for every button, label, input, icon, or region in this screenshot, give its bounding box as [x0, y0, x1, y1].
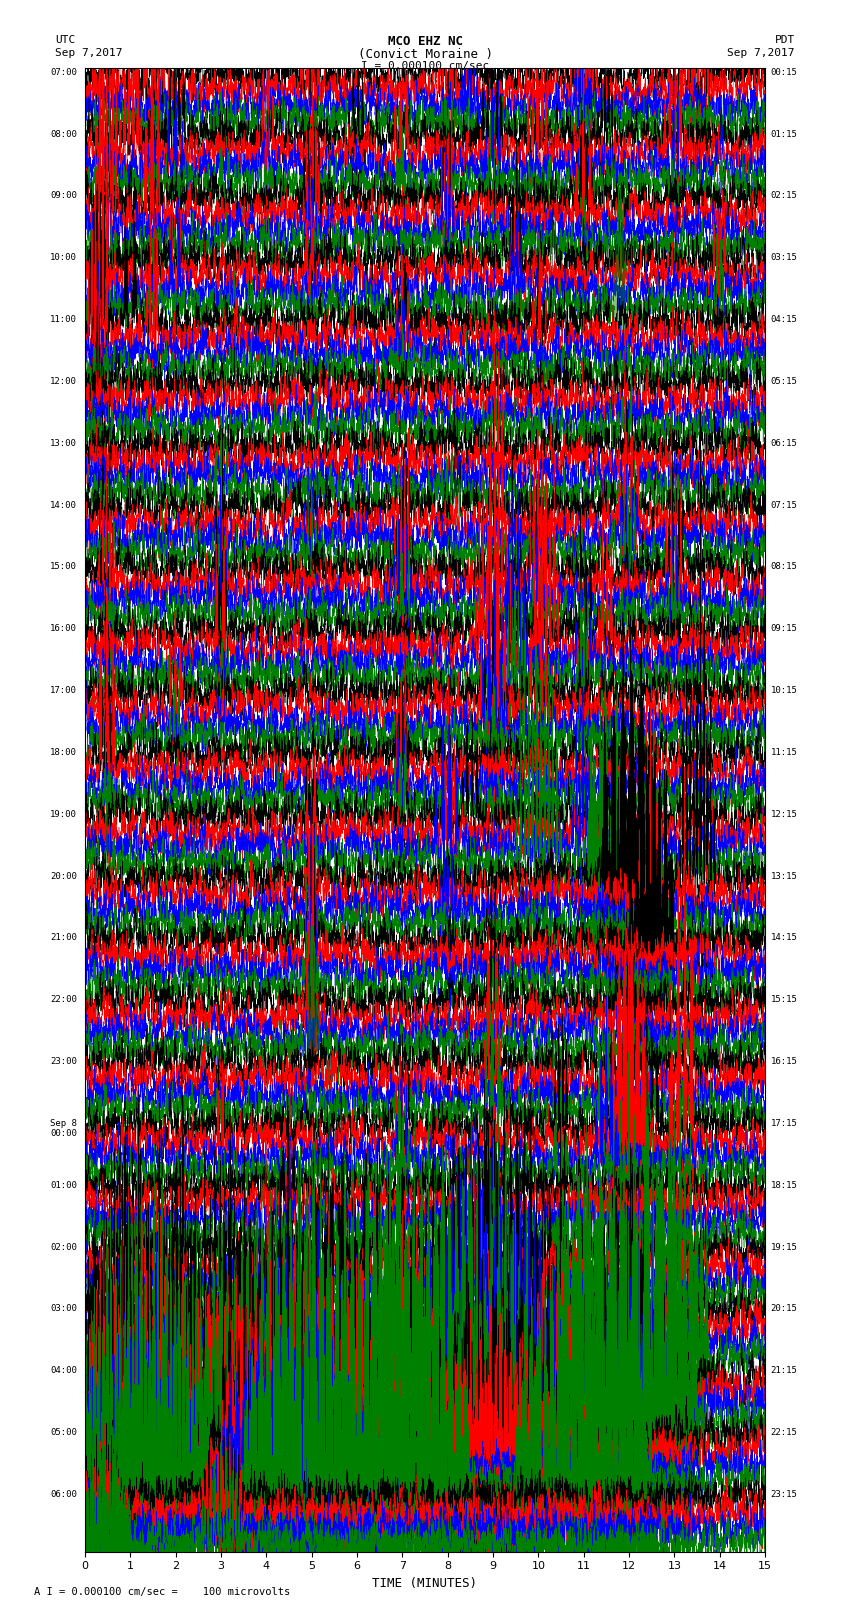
Text: 03:00: 03:00: [50, 1305, 76, 1313]
Text: 02:00: 02:00: [50, 1242, 76, 1252]
Text: 13:00: 13:00: [50, 439, 76, 448]
Text: 05:00: 05:00: [50, 1428, 76, 1437]
Text: Sep 7,2017: Sep 7,2017: [55, 48, 122, 58]
Text: I = 0.000100 cm/sec: I = 0.000100 cm/sec: [361, 61, 489, 71]
Text: 17:15: 17:15: [770, 1119, 797, 1127]
Text: 19:00: 19:00: [50, 810, 76, 819]
Text: PDT: PDT: [774, 35, 795, 45]
Text: 07:00: 07:00: [50, 68, 76, 77]
Text: 23:15: 23:15: [770, 1490, 797, 1498]
Text: 09:15: 09:15: [770, 624, 797, 634]
Text: Sep 7,2017: Sep 7,2017: [728, 48, 795, 58]
Text: 10:15: 10:15: [770, 686, 797, 695]
Text: 00:15: 00:15: [770, 68, 797, 77]
Text: 20:15: 20:15: [770, 1305, 797, 1313]
Text: 17:00: 17:00: [50, 686, 76, 695]
Text: 02:15: 02:15: [770, 192, 797, 200]
Text: 16:00: 16:00: [50, 624, 76, 634]
Text: 21:00: 21:00: [50, 934, 76, 942]
Text: 06:15: 06:15: [770, 439, 797, 448]
Text: 19:15: 19:15: [770, 1242, 797, 1252]
Text: 15:15: 15:15: [770, 995, 797, 1005]
Text: 01:00: 01:00: [50, 1181, 76, 1190]
Text: 22:00: 22:00: [50, 995, 76, 1005]
Text: 08:15: 08:15: [770, 563, 797, 571]
Text: 22:15: 22:15: [770, 1428, 797, 1437]
Text: A I = 0.000100 cm/sec =    100 microvolts: A I = 0.000100 cm/sec = 100 microvolts: [34, 1587, 290, 1597]
Text: 07:15: 07:15: [770, 500, 797, 510]
Text: 12:15: 12:15: [770, 810, 797, 819]
Text: (Convict Moraine ): (Convict Moraine ): [358, 48, 492, 61]
Text: MCO EHZ NC: MCO EHZ NC: [388, 35, 462, 48]
Text: 12:00: 12:00: [50, 377, 76, 386]
Text: 04:00: 04:00: [50, 1366, 76, 1376]
X-axis label: TIME (MINUTES): TIME (MINUTES): [372, 1578, 478, 1590]
Text: 04:15: 04:15: [770, 315, 797, 324]
Text: 13:15: 13:15: [770, 871, 797, 881]
Text: 16:15: 16:15: [770, 1057, 797, 1066]
Text: 14:15: 14:15: [770, 934, 797, 942]
Text: 06:00: 06:00: [50, 1490, 76, 1498]
Text: 14:00: 14:00: [50, 500, 76, 510]
Text: 21:15: 21:15: [770, 1366, 797, 1376]
Text: UTC: UTC: [55, 35, 76, 45]
Text: 20:00: 20:00: [50, 871, 76, 881]
Text: 18:15: 18:15: [770, 1181, 797, 1190]
Text: 05:15: 05:15: [770, 377, 797, 386]
Text: 01:15: 01:15: [770, 129, 797, 139]
Text: 11:15: 11:15: [770, 748, 797, 756]
Text: 18:00: 18:00: [50, 748, 76, 756]
Text: 15:00: 15:00: [50, 563, 76, 571]
Text: 23:00: 23:00: [50, 1057, 76, 1066]
Text: 09:00: 09:00: [50, 192, 76, 200]
Text: Sep 8
00:00: Sep 8 00:00: [50, 1119, 76, 1139]
Text: 11:00: 11:00: [50, 315, 76, 324]
Text: 10:00: 10:00: [50, 253, 76, 263]
Text: 03:15: 03:15: [770, 253, 797, 263]
Text: 08:00: 08:00: [50, 129, 76, 139]
